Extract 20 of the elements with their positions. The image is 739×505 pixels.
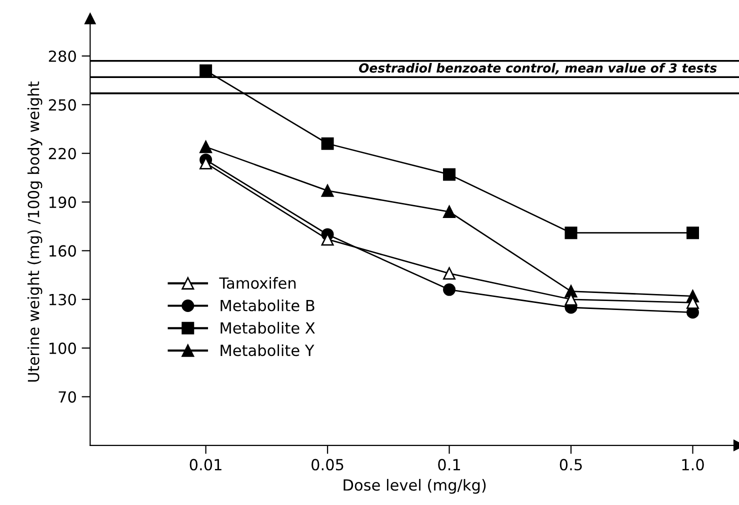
y-tick-label: 250 bbox=[48, 99, 76, 111]
legend-label: Metabolite B bbox=[220, 299, 314, 312]
legend-label: Metabolite X bbox=[220, 322, 315, 334]
y-tick-label: 190 bbox=[49, 196, 76, 208]
y-tick-label: 100 bbox=[49, 342, 76, 354]
y-tick-label: 130 bbox=[49, 294, 76, 306]
legend-label: Tamoxifen bbox=[219, 277, 296, 289]
x-tick-label: 1.0 bbox=[682, 458, 704, 470]
legend-label: Metabolite Y bbox=[220, 344, 314, 356]
y-tick-label: 160 bbox=[49, 245, 76, 257]
x-tick-label: 0.01 bbox=[190, 458, 222, 470]
ref-line-label: Oestradiol benzoate control, mean value of 3 tests bbox=[359, 63, 717, 74]
x-tick-label: 0.1 bbox=[438, 458, 460, 470]
y-tick-label: 280 bbox=[48, 50, 76, 62]
x-tick-label: 0.05 bbox=[312, 458, 344, 470]
y-axis-title: Uterine weight (mg) /100g body weight bbox=[27, 82, 42, 382]
y-tick-label: 220 bbox=[48, 148, 76, 160]
y-tick-label: 70 bbox=[58, 391, 76, 403]
x-tick-label: 0.5 bbox=[560, 458, 582, 470]
x-axis-title: Dose level (mg/kg) bbox=[344, 478, 486, 494]
